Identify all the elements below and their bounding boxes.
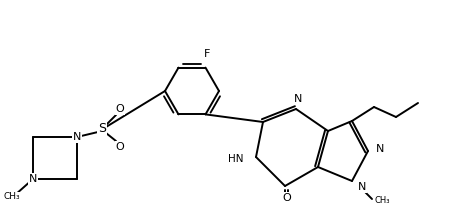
Text: N: N xyxy=(73,132,81,142)
Text: N: N xyxy=(357,182,365,192)
Text: N: N xyxy=(293,94,302,104)
Text: N: N xyxy=(375,144,384,154)
Text: N: N xyxy=(29,174,37,184)
Text: F: F xyxy=(204,49,210,59)
Text: O: O xyxy=(116,104,124,114)
Text: O: O xyxy=(282,193,291,203)
Text: CH₃: CH₃ xyxy=(4,192,20,201)
Text: HN: HN xyxy=(228,154,243,164)
Text: CH₃: CH₃ xyxy=(374,196,389,205)
Text: S: S xyxy=(98,122,106,135)
Text: O: O xyxy=(116,142,124,152)
